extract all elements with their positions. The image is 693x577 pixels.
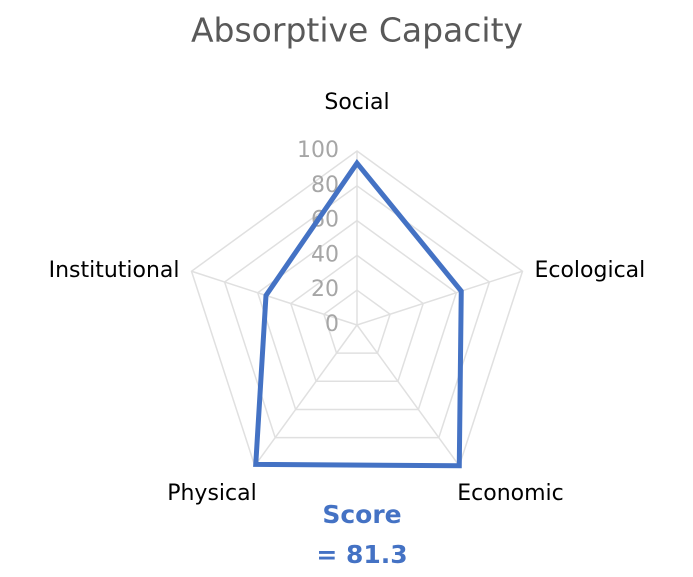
- spoke: [356, 270, 523, 326]
- tick-label: 0: [325, 312, 339, 337]
- axis-label: Ecological: [534, 258, 645, 283]
- radar-line: [253, 159, 464, 469]
- score-value: = 81.3: [316, 540, 407, 569]
- spoke: [191, 270, 358, 326]
- axis-label: Economic: [457, 481, 564, 506]
- tick-label: 40: [311, 242, 339, 267]
- chart-title: Absorptive Capacity: [191, 11, 523, 50]
- grid-ring: [289, 254, 425, 383]
- axis-label: Social: [324, 90, 389, 115]
- grid-ring: [223, 184, 491, 439]
- grid-ring: [323, 289, 391, 354]
- tick-label: 100: [297, 138, 339, 163]
- axis-label: Institutional: [49, 258, 180, 283]
- axis-label: Physical: [167, 481, 257, 506]
- spoke: [356, 324, 460, 467]
- score-label: Score: [322, 500, 401, 529]
- tick-label: 20: [311, 277, 339, 302]
- spoke: [254, 324, 358, 467]
